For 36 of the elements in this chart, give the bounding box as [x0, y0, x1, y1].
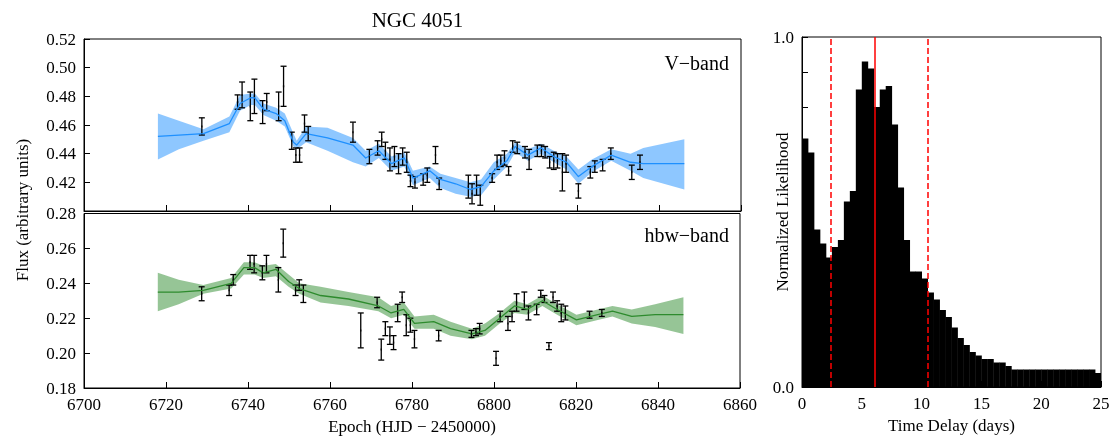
y-tick-label: 0.22 — [46, 308, 76, 328]
x-tick-label: 5 — [857, 394, 867, 413]
x-tick-label: 6780 — [395, 395, 429, 414]
y-tick-label: 0.0 — [772, 377, 794, 397]
x-tick-label: 20 — [1032, 394, 1050, 413]
x-tick-label: 6800 — [477, 395, 511, 414]
y-tick-label: 0.20 — [46, 343, 76, 363]
x-tick-label: 6700 — [67, 395, 101, 414]
y-axis-title: Flux (arbitrary units) — [12, 138, 32, 282]
x-tick-label: 6760 — [313, 395, 347, 414]
x-axis-title: Time Delay (days) — [888, 416, 1015, 435]
y-tick-label: 1.0 — [772, 27, 794, 47]
x-tick-label: 15 — [972, 394, 990, 413]
y-tick-label: 0.28 — [46, 204, 76, 223]
y-tick-label: 0.42 — [46, 172, 76, 192]
y-tick-label: 0.44 — [46, 144, 77, 164]
annotation: hbw−band — [644, 224, 729, 246]
x-tick-label: 25 — [1092, 394, 1110, 413]
x-tick-label: 6820 — [559, 395, 593, 414]
chart-title: NGC 4051 — [371, 7, 464, 32]
x-tick-label: 6860 — [723, 395, 757, 414]
x-tick-label: 0 — [797, 394, 807, 413]
x-axis-title: Epoch (HJD − 2450000) — [328, 417, 496, 436]
y-tick-label: 0.46 — [46, 115, 76, 135]
x-tick-label: 6840 — [641, 395, 675, 414]
x-tick-label: 10 — [913, 394, 931, 413]
y-axis-title: Normalized Likelihood — [772, 131, 792, 292]
y-tick-label: 0.18 — [46, 378, 76, 398]
y-tick-label: 0.48 — [46, 86, 76, 106]
y-tick-label: 0.52 — [46, 29, 76, 49]
y-tick-label: 0.50 — [46, 58, 76, 78]
x-tick-label: 6720 — [149, 395, 183, 414]
y-tick-label: 0.26 — [46, 238, 76, 258]
annotation: V−band — [664, 52, 729, 74]
x-tick-label: 6740 — [231, 395, 265, 414]
y-tick-label: 0.24 — [46, 273, 77, 293]
